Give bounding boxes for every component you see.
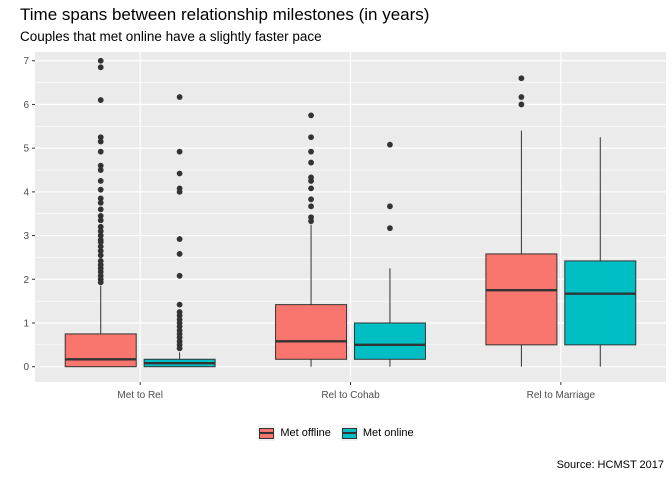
outlier-point	[176, 272, 183, 279]
box-iqr	[353, 322, 426, 360]
outlier-point	[518, 94, 525, 100]
x-axis: Met to Rel Rel to Cohab Rel to Marriage	[117, 382, 595, 401]
outlier-point	[518, 101, 525, 108]
outlier-point	[97, 223, 104, 230]
box-met-offline-rel-to-marriage	[485, 75, 558, 367]
legend-item-met-offline: Met offline	[258, 424, 331, 441]
chart-caption: Source: HCMST 2017	[556, 459, 664, 471]
outlier-point	[97, 186, 104, 193]
legend-item-met-online: Met online	[340, 424, 414, 441]
outlier-point	[176, 345, 183, 352]
x-tick-label-rel-to-cohab: Rel to Cohab	[321, 390, 380, 401]
y-tick-label: 3	[23, 231, 29, 242]
y-tick-label: 4	[23, 187, 29, 198]
outlier-point	[97, 199, 104, 206]
outlier-point	[97, 148, 104, 155]
outlier-point	[97, 247, 104, 254]
box-iqr	[564, 260, 637, 346]
y-tick-label: 2	[23, 275, 29, 286]
chart-subtitle: Couples that met online have a slightly …	[20, 29, 322, 44]
outlier-point	[97, 279, 104, 286]
outlier-point	[97, 243, 104, 250]
box-groups	[64, 57, 637, 368]
box-iqr	[64, 333, 137, 368]
outlier-point	[176, 236, 183, 242]
outlier-point	[308, 112, 314, 119]
y-tick-label: 7	[23, 56, 29, 67]
outlier-point	[308, 196, 314, 203]
outlier-point	[97, 167, 104, 173]
outlier-point	[176, 170, 183, 177]
y-tick-label: 0	[23, 362, 29, 373]
chart-title: Time spans between relationship mileston…	[20, 5, 430, 24]
outlier-point	[97, 206, 104, 213]
box-met-online-rel-to-cohab	[353, 141, 426, 367]
outlier-point	[308, 148, 314, 155]
outlier-point	[97, 134, 104, 141]
outlier-point	[97, 57, 104, 64]
outlier-point	[97, 232, 104, 239]
outlier-point	[387, 203, 393, 210]
outlier-point	[308, 159, 314, 166]
outlier-point	[97, 217, 104, 224]
y-tick-label: 5	[23, 144, 29, 155]
outlier-point	[97, 213, 104, 219]
outlier-point	[176, 94, 183, 100]
outlier-point	[97, 64, 104, 71]
x-tick-label-met-to-rel: Met to Rel	[117, 390, 163, 401]
box-iqr	[485, 253, 558, 346]
outlier-point	[97, 252, 104, 259]
legend-key-met-online	[340, 424, 358, 441]
boxplot-chart: 0 1 2 3 4 5 6 7 Met to Rel Rel to Cohab Rel to Ma…	[23, 52, 666, 401]
outlier-point	[308, 178, 314, 184]
outlier-point	[176, 251, 183, 257]
legend: Met offline Met online	[0, 424, 672, 441]
outlier-point	[97, 239, 104, 246]
legend-label-met-offline: Met offline	[280, 426, 331, 439]
outlier-point	[308, 218, 314, 225]
outlier-point	[97, 228, 104, 235]
legend-key-met-offline	[258, 424, 276, 441]
box-met-offline-rel-to-cohab	[275, 112, 348, 367]
outlier-point	[308, 203, 314, 210]
y-tick-label: 1	[23, 318, 29, 329]
outlier-point	[97, 138, 104, 145]
box-iqr	[275, 304, 348, 360]
y-tick-label: 6	[23, 100, 29, 111]
x-tick-label-rel-to-marriage: Rel to Marriage	[527, 390, 596, 401]
outlier-point	[176, 301, 183, 308]
major-gridlines	[35, 52, 666, 382]
outlier-point	[97, 178, 104, 184]
outlier-point	[308, 134, 314, 141]
outlier-point	[97, 162, 104, 169]
outlier-point	[387, 141, 393, 148]
outlier-point	[308, 185, 314, 192]
outlier-point	[518, 75, 525, 82]
box-met-online-met-to-rel	[143, 94, 216, 368]
y-axis: 0 1 2 3 4 5 6 7	[23, 56, 35, 373]
outlier-point	[97, 97, 104, 103]
outlier-point	[176, 148, 183, 155]
outlier-point	[97, 195, 104, 202]
box-met-online-rel-to-marriage	[564, 137, 637, 367]
outlier-point	[387, 225, 393, 232]
legend-label-met-online: Met online	[362, 426, 414, 439]
box-met-offline-met-to-rel	[64, 57, 137, 368]
outlier-point	[176, 188, 183, 195]
